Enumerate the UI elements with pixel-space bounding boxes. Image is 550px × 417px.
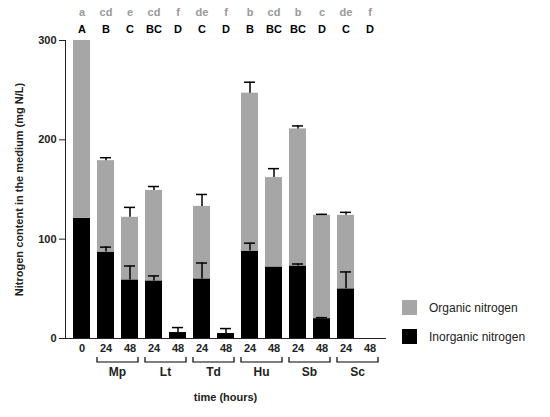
svg-text:200: 200 — [38, 133, 56, 145]
svg-text:D: D — [222, 23, 230, 35]
svg-text:f: f — [224, 6, 228, 18]
svg-text:C: C — [342, 23, 350, 35]
svg-text:a: a — [79, 6, 86, 18]
svg-text:Td: Td — [206, 365, 221, 379]
svg-text:48: 48 — [268, 342, 280, 354]
svg-text:24: 24 — [148, 342, 161, 354]
svg-text:0: 0 — [50, 332, 56, 344]
svg-text:Sb: Sb — [302, 365, 317, 379]
svg-text:24: 24 — [100, 342, 113, 354]
svg-text:C: C — [198, 23, 206, 35]
svg-text:D: D — [174, 23, 182, 35]
svg-text:b: b — [295, 6, 302, 18]
svg-text:Nitrogen content in the medium: Nitrogen content in the medium (mg N/L) — [13, 83, 25, 297]
html-text:Inorganic nitrogen: Inorganic nitrogen — [429, 329, 526, 344]
svg-text:c: c — [319, 6, 325, 18]
svg-text:Lt: Lt — [160, 365, 171, 379]
svg-text:f: f — [368, 6, 372, 18]
svg-text:BC: BC — [146, 23, 162, 35]
svg-text:D: D — [366, 23, 374, 35]
svg-text:de: de — [196, 6, 209, 18]
html-text:Organic nitrogen: Organic nitrogen — [429, 300, 518, 315]
svg-text:A: A — [78, 23, 86, 35]
svg-text:D: D — [318, 23, 326, 35]
svg-text:24: 24 — [340, 342, 353, 354]
svg-text:48: 48 — [364, 342, 376, 354]
svg-text:time (hours): time (hours) — [194, 391, 258, 403]
svg-text:300: 300 — [38, 34, 56, 46]
svg-text:f: f — [176, 6, 180, 18]
svg-text:C: C — [126, 23, 134, 35]
svg-text:de: de — [340, 6, 353, 18]
svg-text:24: 24 — [196, 342, 209, 354]
svg-text:Mp: Mp — [109, 365, 126, 379]
svg-text:48: 48 — [172, 342, 184, 354]
svg-text:100: 100 — [38, 233, 56, 245]
svg-text:cd: cd — [148, 6, 161, 18]
svg-text:48: 48 — [220, 342, 232, 354]
svg-text:24: 24 — [292, 342, 305, 354]
svg-text:e: e — [127, 6, 133, 18]
svg-text:48: 48 — [316, 342, 328, 354]
svg-text:24: 24 — [244, 342, 257, 354]
svg-text:Hu: Hu — [254, 365, 270, 379]
svg-text:b: b — [247, 6, 254, 18]
svg-text:Sc: Sc — [350, 365, 365, 379]
svg-text:B: B — [246, 23, 254, 35]
svg-text:cd: cd — [268, 6, 281, 18]
svg-text:B: B — [102, 23, 110, 35]
svg-text:cd: cd — [100, 6, 113, 18]
svg-text:BC: BC — [266, 23, 282, 35]
svg-text:0: 0 — [79, 342, 85, 354]
svg-text:48: 48 — [124, 342, 136, 354]
svg-text:BC: BC — [290, 23, 306, 35]
